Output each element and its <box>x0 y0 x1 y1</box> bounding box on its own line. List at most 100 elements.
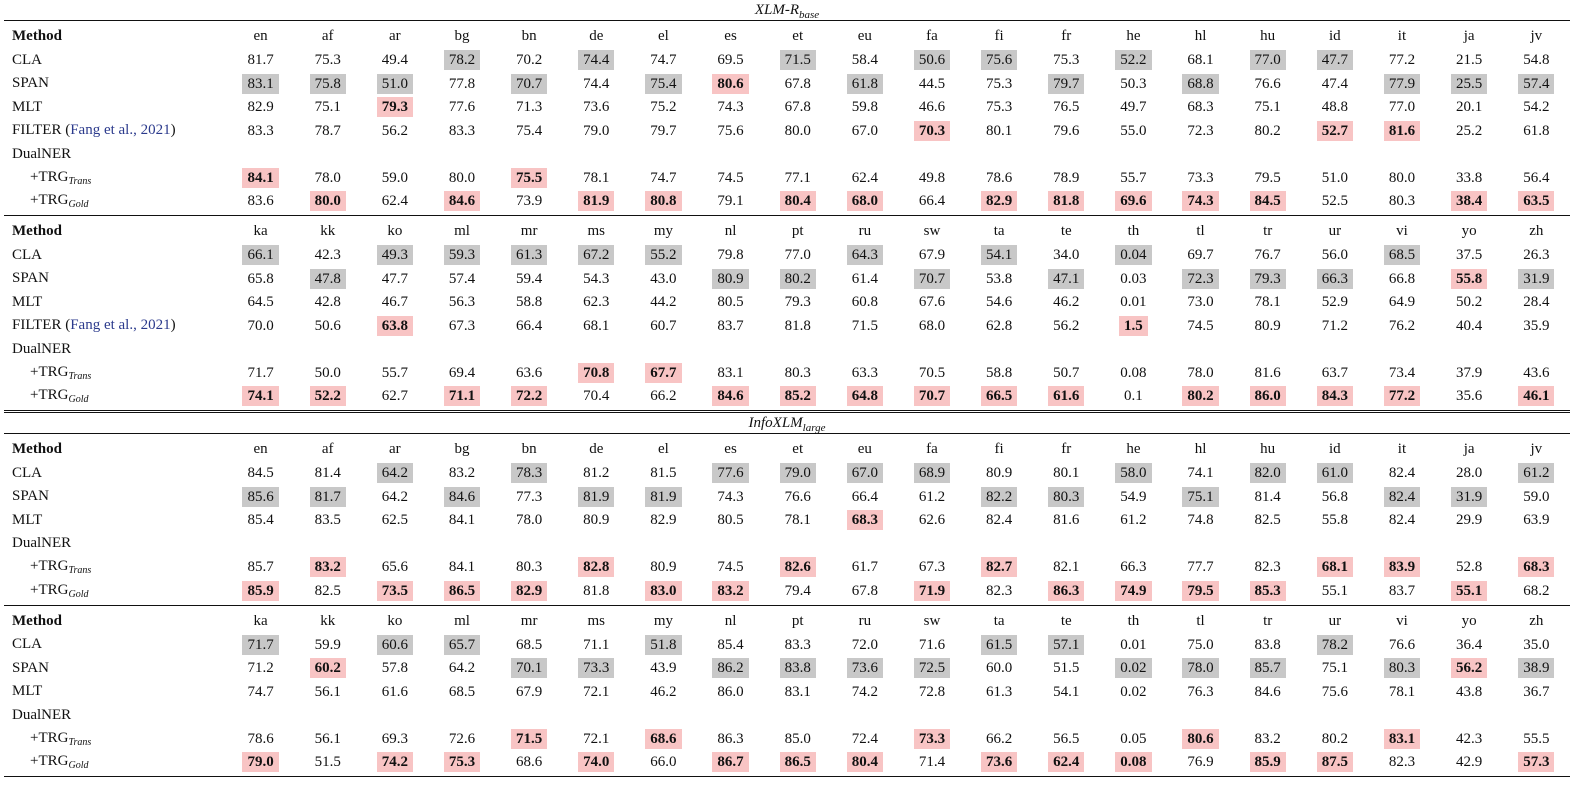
score-cell: 75.3 <box>428 751 495 775</box>
results-table-figure: XLM-Rbase Method en af ar bg bn de el es et eu fa fi… <box>4 0 1570 777</box>
baseline-best-value: 81.9 <box>645 486 682 507</box>
score-cell: 48.8 <box>1301 96 1368 120</box>
empty-cell <box>1301 338 1368 362</box>
baseline-best-value: 60.6 <box>376 634 413 655</box>
score-value: 75.2 <box>650 99 677 116</box>
score-value: 83.1 <box>717 364 744 381</box>
score-cell: 80.6 <box>697 72 764 96</box>
score-value: 80.2 <box>1321 730 1348 747</box>
language-column-header: et <box>792 28 804 45</box>
score-cell: 83.2 <box>428 462 495 486</box>
score-value: 74.7 <box>650 169 677 186</box>
score-value: 61.3 <box>985 683 1013 700</box>
citation-link[interactable]: Fang et al., 2021 <box>70 317 171 334</box>
score-cell: 66.1 <box>227 244 294 268</box>
score-value: 51.5 <box>1053 660 1080 677</box>
score-value: 78.6 <box>985 169 1013 186</box>
score-cell: 28.0 <box>1436 462 1503 486</box>
language-column-header: ur <box>1328 223 1342 240</box>
score-cell: 77.6 <box>428 96 495 120</box>
score-value: 80.3 <box>1388 193 1416 210</box>
best-score-value: 80.4 <box>846 752 883 773</box>
score-value: 37.5 <box>1455 247 1483 264</box>
score-cell: 69.3 <box>361 727 428 751</box>
score-cell: 80.9 <box>1234 314 1301 338</box>
score-value: 55.8 <box>1321 512 1348 529</box>
baseline-best-value: 80.2 <box>779 268 816 289</box>
score-cell: 68.3 <box>831 509 898 533</box>
score-cell: 50.2 <box>1436 291 1503 315</box>
score-cell: 63.6 <box>496 361 563 385</box>
score-value: 25.2 <box>1455 122 1483 139</box>
method-subscript: Gold <box>68 588 89 600</box>
language-column-header: yo <box>1461 223 1477 240</box>
language-column-header: tr <box>1263 612 1273 629</box>
language-column-header: es <box>724 441 737 458</box>
score-cell: 78.0 <box>1167 361 1234 385</box>
baseline-best-value: 75.8 <box>309 73 346 94</box>
best-score-value: 79.5 <box>1182 580 1219 601</box>
empty-cell <box>697 532 764 556</box>
method-label-filter: FILTER (Fang et al., 2021) <box>4 314 227 338</box>
citation-link[interactable]: Fang et al., 2021 <box>70 122 171 139</box>
baseline-best-value: 52.2 <box>1115 50 1152 71</box>
score-cell: 20.1 <box>1436 96 1503 120</box>
score-cell: 80.9 <box>563 509 630 533</box>
score-value: 21.5 <box>1455 52 1483 69</box>
score-cell: 47.4 <box>1301 72 1368 96</box>
empty-cell <box>1234 532 1301 556</box>
empty-cell <box>1100 143 1167 167</box>
baseline-best-value: 68.5 <box>1383 245 1421 266</box>
score-cell: 68.1 <box>1167 49 1234 73</box>
best-score-value: 63.5 <box>1518 191 1555 212</box>
score-cell: 76.6 <box>1234 72 1301 96</box>
score-cell: 51.5 <box>1033 657 1100 681</box>
language-column-header: it <box>1397 441 1407 458</box>
score-cell: 72.3 <box>1167 119 1234 143</box>
best-score-value: 77.2 <box>1383 386 1421 407</box>
score-cell: 46.2 <box>1033 291 1100 315</box>
score-value: 36.7 <box>1523 683 1550 700</box>
score-value: 75.0 <box>1187 636 1214 653</box>
empty-cell <box>428 338 495 362</box>
method-label-mlt: MLT <box>12 293 43 310</box>
score-cell: 63.9 <box>1503 509 1570 533</box>
empty-cell <box>294 143 361 167</box>
baseline-best-value: 73.6 <box>846 658 883 679</box>
score-cell: 69.7 <box>1167 244 1234 268</box>
language-column-header: id <box>1328 441 1341 458</box>
best-score-value: 75.3 <box>443 752 481 773</box>
score-cell: 60.0 <box>966 657 1033 681</box>
top-rule <box>4 20 1570 21</box>
score-value: 62.3 <box>583 294 610 311</box>
score-value: 44.5 <box>918 75 946 92</box>
score-cell: 72.2 <box>496 385 563 409</box>
baseline-best-value: 61.3 <box>511 245 548 266</box>
baseline-best-value: 68.8 <box>1182 73 1219 94</box>
score-cell: 82.8 <box>563 556 630 580</box>
score-value: 80.5 <box>717 294 744 311</box>
empty-cell <box>563 143 630 167</box>
score-cell: 67.0 <box>831 119 898 143</box>
best-score-value: 83.1 <box>1383 728 1421 749</box>
method-subscript: Trans <box>68 175 92 187</box>
score-cell: 74.2 <box>361 751 428 775</box>
score-cell: 64.2 <box>361 462 428 486</box>
score-value: 78.1 <box>1388 683 1416 700</box>
score-cell: 59.3 <box>428 244 495 268</box>
score-cell: 83.8 <box>1234 633 1301 657</box>
score-cell: 78.1 <box>1368 680 1435 704</box>
score-cell: 54.2 <box>1503 96 1570 120</box>
score-cell: 28.4 <box>1503 291 1570 315</box>
best-score-value: 71.5 <box>511 728 548 749</box>
score-value: 69.5 <box>717 52 744 69</box>
language-column-header: hu <box>1260 28 1276 45</box>
score-cell: 75.2 <box>630 96 697 120</box>
empty-cell <box>630 338 697 362</box>
score-value: 62.5 <box>381 512 408 529</box>
score-value: 78.9 <box>1053 169 1080 186</box>
table-block: Method ka kk ko ml mr ms my nl pt ru sw ta te th tl tr ur… <box>4 606 1570 777</box>
method-label-dualner: DualNER <box>12 706 72 723</box>
score-value: 78.1 <box>583 169 610 186</box>
score-value: 82.4 <box>1388 465 1416 482</box>
